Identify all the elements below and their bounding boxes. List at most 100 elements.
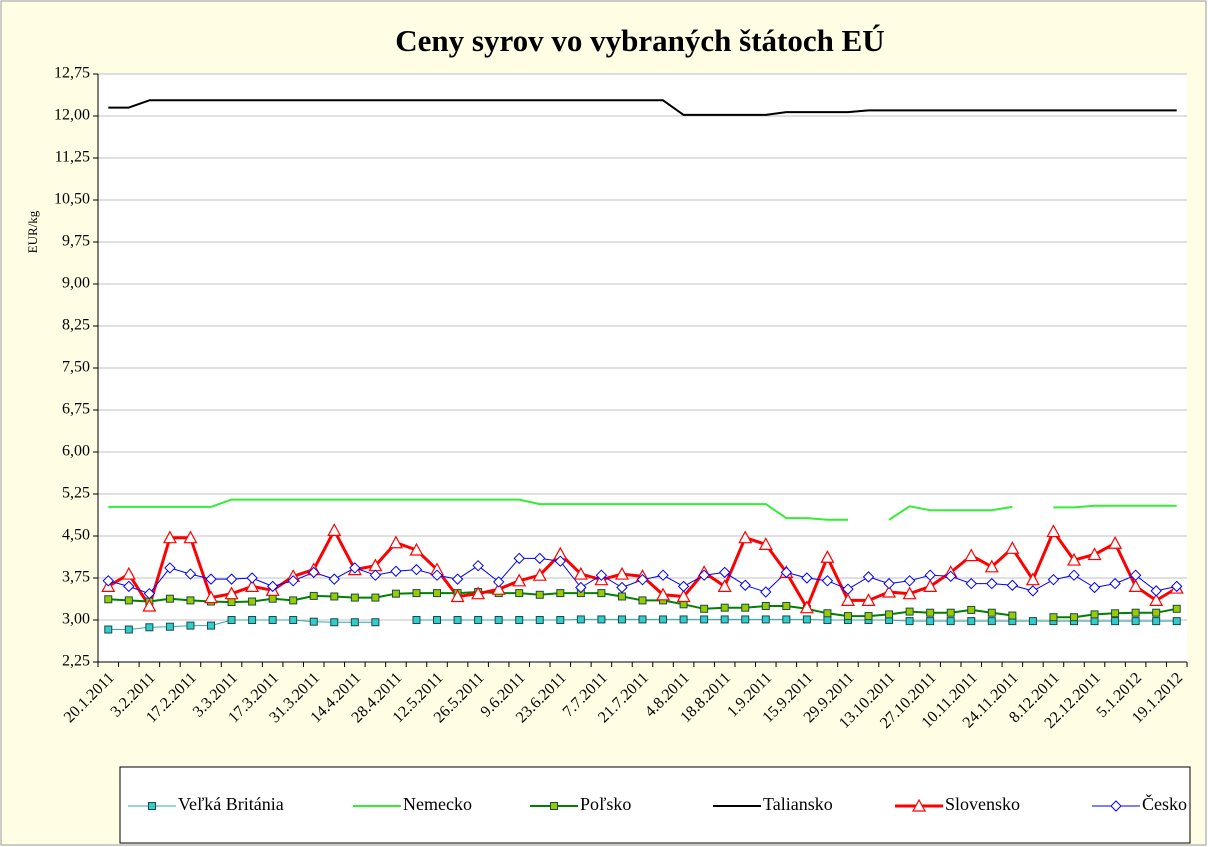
data-point (186, 596, 195, 605)
data-point (1069, 613, 1078, 622)
legend-marker (1110, 800, 1122, 812)
data-point (515, 589, 524, 598)
data-point (512, 573, 527, 587)
data-point (104, 625, 113, 634)
data-point (967, 605, 976, 614)
data-point (309, 617, 318, 626)
data-point (965, 577, 977, 590)
data-point (349, 562, 361, 574)
data-point (1025, 572, 1040, 586)
data-point (945, 570, 957, 583)
data-point (289, 596, 298, 605)
data-point (616, 581, 628, 594)
data-point (532, 567, 547, 581)
data-point (1152, 617, 1161, 626)
data-point (657, 569, 669, 581)
data-point (433, 589, 442, 598)
data-point (513, 552, 525, 565)
legend-label: Slovensko (945, 794, 1020, 814)
data-point (535, 590, 544, 599)
data-point (758, 537, 773, 550)
data-point (987, 617, 996, 626)
data-point (883, 577, 895, 590)
data-point (1005, 541, 1020, 554)
data-point (390, 565, 402, 577)
data-point (207, 621, 216, 630)
data-point (309, 591, 318, 600)
data-point (638, 596, 647, 605)
series-line (108, 498, 1177, 521)
data-point (1128, 579, 1143, 592)
data-point (1006, 579, 1019, 591)
data-point (1111, 609, 1120, 618)
data-point (903, 575, 916, 587)
data-point (926, 617, 935, 626)
data-point (617, 615, 626, 624)
data-point (597, 615, 606, 624)
data-point (165, 594, 174, 603)
data-point (1172, 617, 1181, 626)
data-point (946, 608, 955, 617)
data-point (1047, 573, 1060, 586)
data-point (371, 593, 380, 602)
y-tick-label: 12,75 (54, 65, 90, 82)
data-point (1090, 617, 1099, 626)
data-point (164, 562, 176, 574)
data-point (391, 589, 400, 598)
data-point (1152, 608, 1161, 617)
data-point (123, 580, 135, 593)
data-point (121, 566, 136, 580)
data-point (102, 575, 114, 587)
data-point (412, 589, 421, 598)
data-point (494, 616, 503, 624)
data-point (412, 616, 421, 624)
data-point (165, 622, 174, 631)
data-point (1108, 536, 1123, 549)
data-point (492, 576, 505, 588)
data-point (248, 616, 257, 624)
data-point (409, 542, 424, 556)
data-point (820, 550, 835, 563)
data-point (905, 617, 914, 626)
data-point (268, 594, 277, 603)
data-point (761, 615, 770, 624)
data-point (902, 586, 917, 600)
legend-label: Poľsko (580, 794, 631, 814)
data-point (143, 587, 156, 600)
data-point (474, 616, 483, 624)
data-point (1027, 585, 1039, 597)
data-point (556, 616, 565, 624)
data-point (431, 569, 443, 581)
data-point (227, 598, 236, 607)
data-point (1149, 593, 1164, 606)
legend-label: Veľká Británia (178, 794, 284, 814)
data-point (924, 569, 936, 581)
data-point (1131, 608, 1140, 617)
data-point (1066, 552, 1082, 566)
data-point (843, 612, 852, 621)
data-point (679, 615, 688, 624)
data-point (946, 617, 955, 626)
legend-label: Nemecko (403, 794, 472, 814)
data-point (287, 575, 299, 587)
data-point (885, 610, 894, 619)
data-point (840, 593, 855, 606)
data-point (760, 586, 772, 598)
y-tick-label: 11,25 (55, 149, 90, 166)
data-point (905, 607, 914, 616)
y-tick-label: 4,50 (62, 527, 90, 544)
legend-label: Česko (1142, 793, 1187, 814)
data-point (1088, 581, 1101, 594)
data-point (926, 608, 935, 617)
data-point (823, 616, 832, 624)
data-point (1068, 569, 1080, 581)
y-tick-label: 6,75 (62, 401, 90, 418)
data-point (104, 595, 113, 604)
y-tick-label: 5,25 (62, 485, 90, 502)
data-point (967, 617, 976, 626)
data-point (162, 530, 177, 544)
data-point (328, 573, 340, 585)
data-point (986, 577, 998, 590)
data-point (246, 572, 258, 584)
